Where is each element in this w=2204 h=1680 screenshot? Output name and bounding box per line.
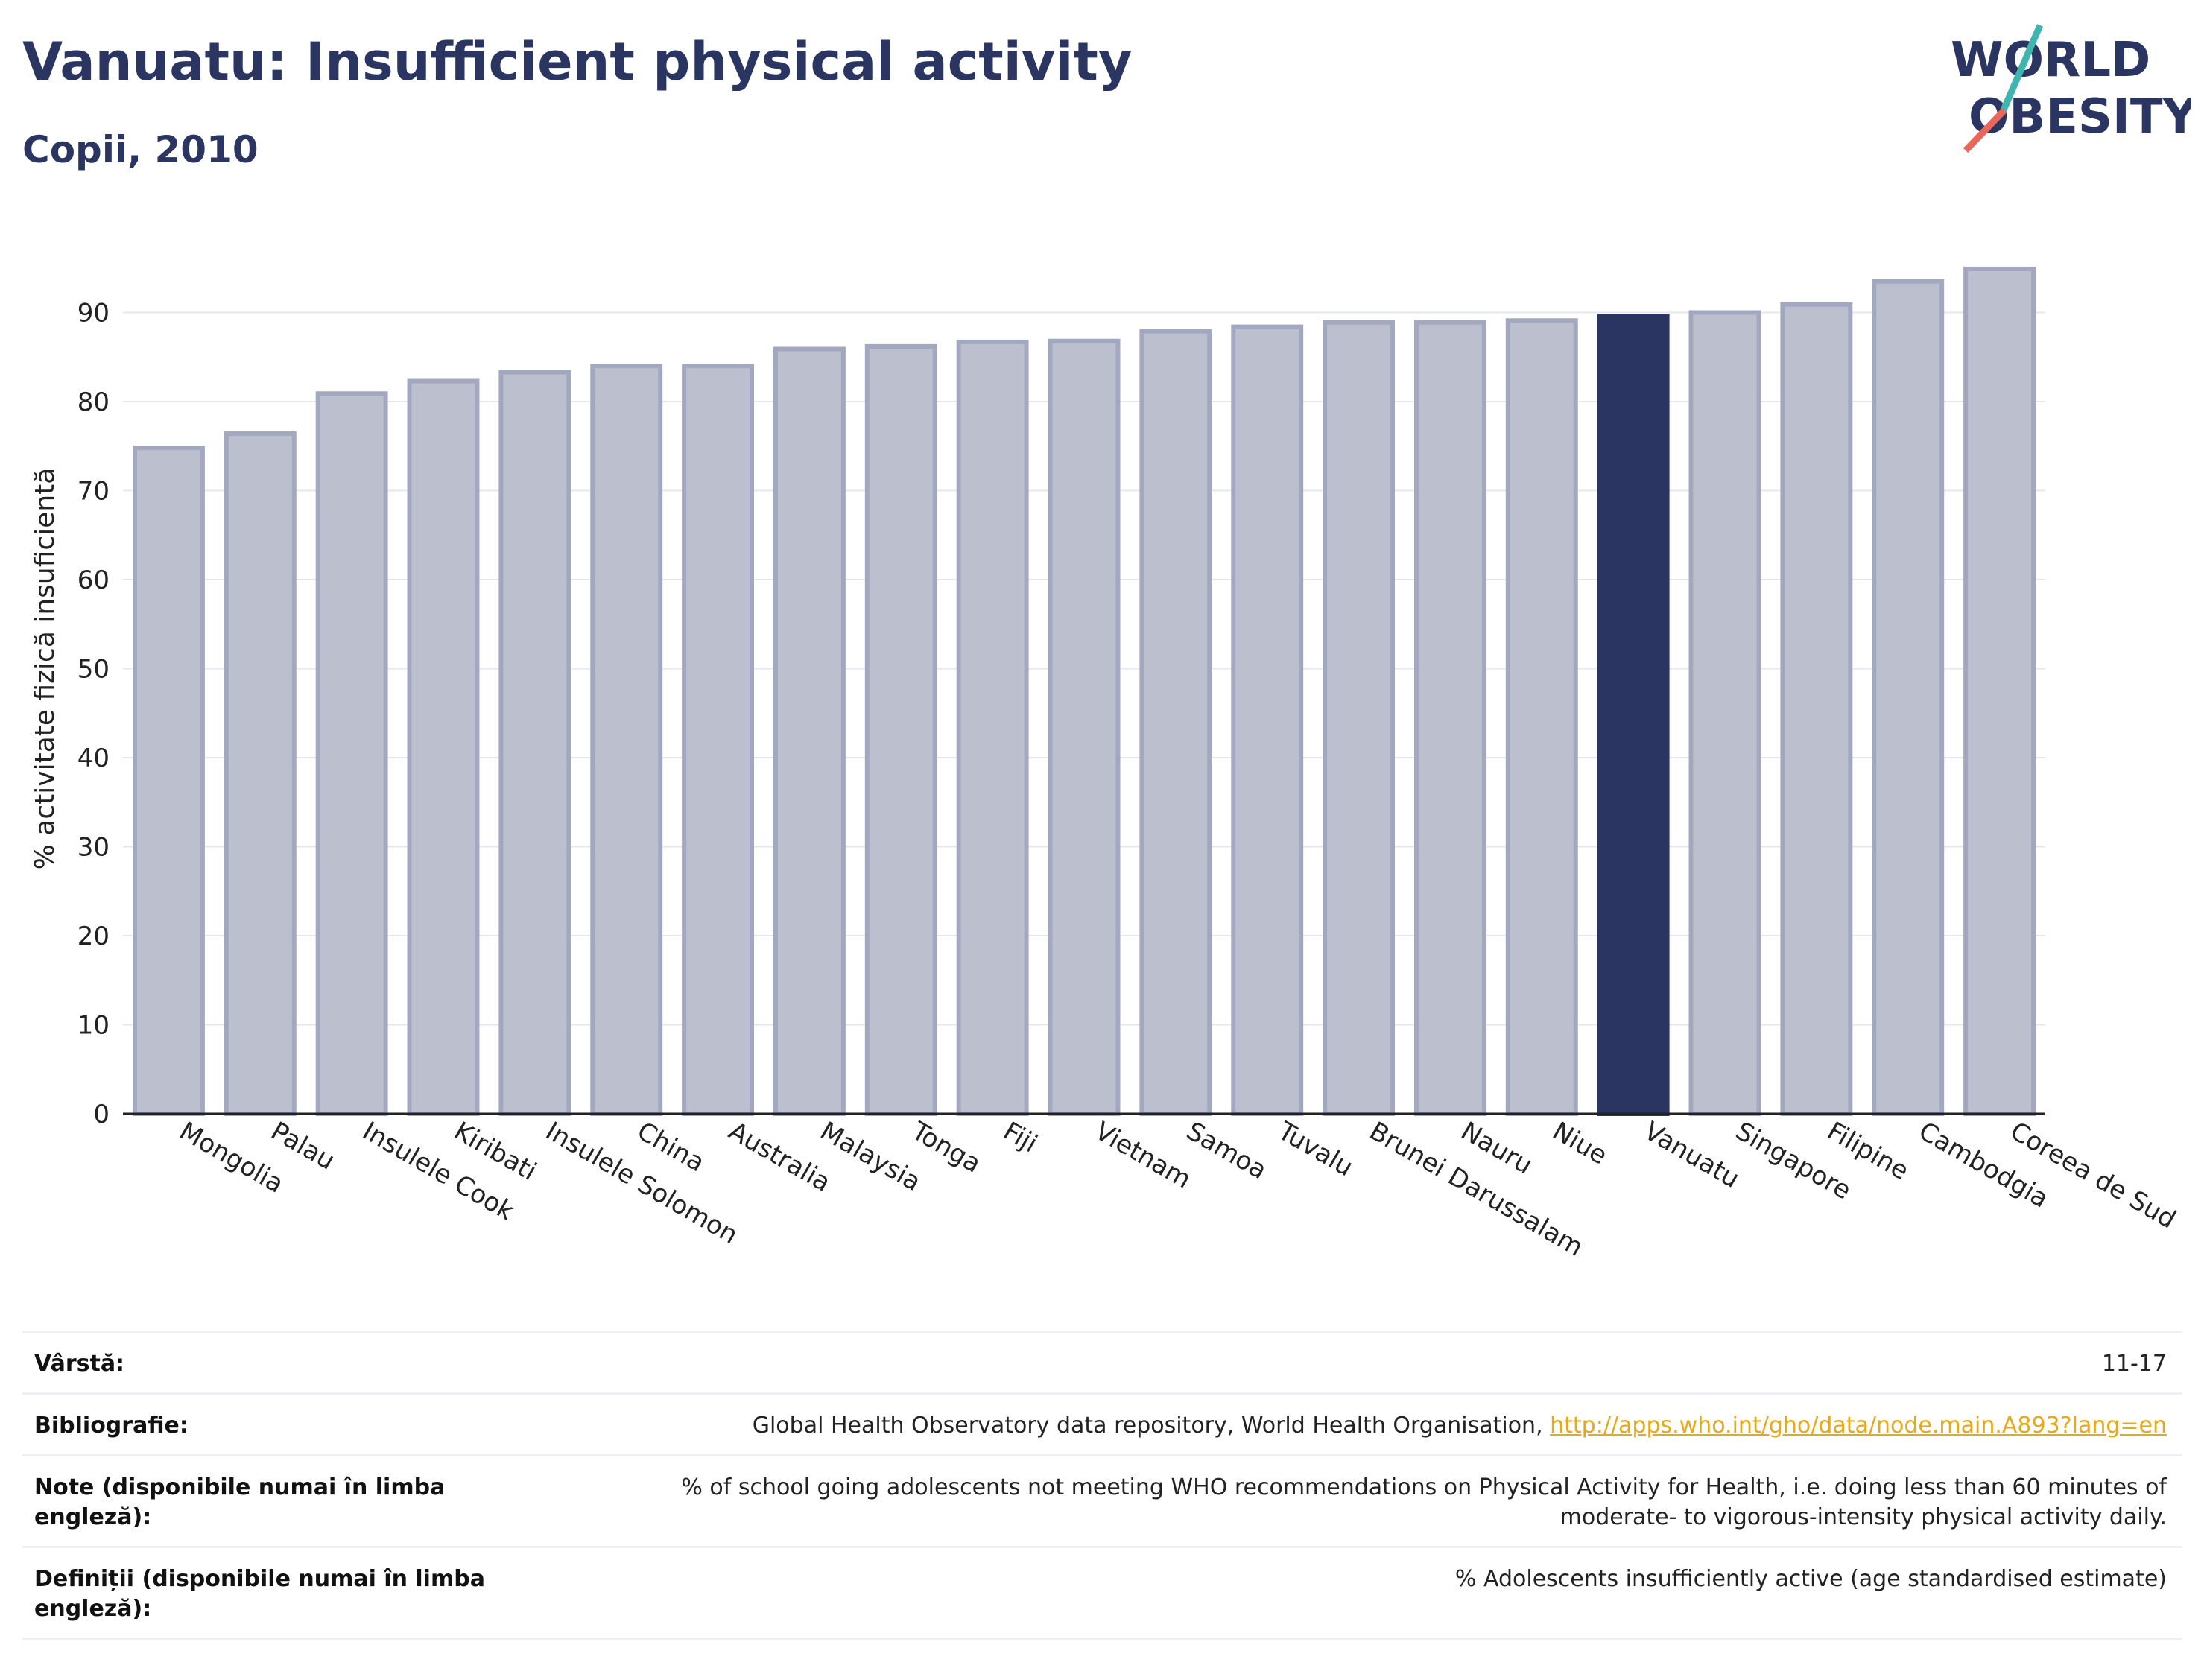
y-axis-label: % activitate fizică insuficientă [30,468,60,870]
logo-slash-bottom [1963,107,2007,153]
bar-samoa [1139,329,1212,1117]
bar-insulele-cook [315,391,388,1116]
y-tick-label: 90 [77,299,110,329]
bar-tuvalu [1231,324,1304,1116]
x-tick-label: Samoa [1181,1116,1271,1185]
x-tick-label: Vanuatu [1639,1116,1744,1194]
bar-vietnam [1048,338,1121,1116]
y-tick-label: 20 [77,922,110,951]
meta-label: Definiții (disponibile numai în limba en… [34,1566,485,1622]
meta-label: Note (disponibile numai în limba engleză… [34,1474,446,1530]
y-tick-label: 40 [77,744,110,773]
x-tick-label: Insulele Cook [358,1116,519,1227]
x-tick-label: Australia [723,1116,835,1198]
y-tick-label: 60 [77,565,110,595]
meta-value: % of school going adolescents not meetin… [681,1474,2167,1530]
logo-line-1: WORLD [1951,33,2150,88]
source-link[interactable]: http://apps.who.int/gho/data/node.main.A… [1550,1413,2167,1439]
metadata-table: Vârstă: 11-17 Bibliografie: Global Healt… [22,1331,2182,1640]
x-tick-label: Fiji [998,1116,1042,1158]
bar-mongolia [132,446,205,1116]
meta-value: Global Health Observatory data repositor… [752,1413,1551,1439]
x-tick-label: Malaysia [815,1116,926,1197]
bar-niue [1505,318,1578,1116]
bar-insulele-solomon [498,370,571,1116]
y-tick-label: 10 [77,1011,110,1041]
x-tick-label: Mongolia [174,1116,288,1199]
meta-row-notes: Note (disponibile numai în limba engleză… [22,1454,2182,1546]
page-subtitle: Copii, 2010 [22,128,259,171]
meta-row-definitions: Definiții (disponibile numai în limba en… [22,1546,2182,1640]
bar-tonga [864,343,937,1116]
bar-cambodgia [1872,279,1945,1116]
meta-row-age: Vârstă: 11-17 [22,1331,2182,1392]
meta-row-bibliography: Bibliografie: Global Health Observatory … [22,1392,2182,1454]
meta-value: % Adolescents insufficiently active (age… [1454,1566,2167,1592]
page-title: Vanuatu: Insufficient physical activity [22,31,1133,92]
bar-china [590,364,663,1116]
bar-singapore [1688,310,1761,1116]
y-tick-label: 70 [77,477,110,507]
bar-australia [682,364,755,1116]
x-tick-label: Tuvalu [1272,1116,1358,1183]
meta-value: 11-17 [2101,1351,2167,1377]
bar-nauru [1413,320,1486,1116]
bar-malaysia [773,346,846,1116]
y-tick-label: 0 [93,1100,110,1129]
bar-coreea-de-sud [1963,266,2036,1117]
logo-slash-top [1999,24,2044,113]
world-obesity-logo: WORLD OBESITY [1951,24,2191,153]
y-tick-label: 30 [77,833,110,863]
meta-value-wrap: Global Health Observatory data repositor… [753,1411,2167,1441]
meta-label: Vârstă: [34,1351,125,1377]
bar-filipine [1780,302,1853,1116]
bar-vanuatu [1597,314,1670,1116]
x-tick-label: Niue [1548,1116,1612,1170]
bar-fiji [956,339,1029,1116]
meta-label: Bibliografie: [34,1413,189,1439]
y-tick-label: 50 [77,655,110,685]
bar-kiribati [407,378,480,1116]
bar-palau [224,431,297,1116]
x-tick-label: Vietnam [1090,1116,1197,1195]
y-tick-label: 80 [77,387,110,417]
bar-brunei-darussalam [1323,320,1396,1116]
